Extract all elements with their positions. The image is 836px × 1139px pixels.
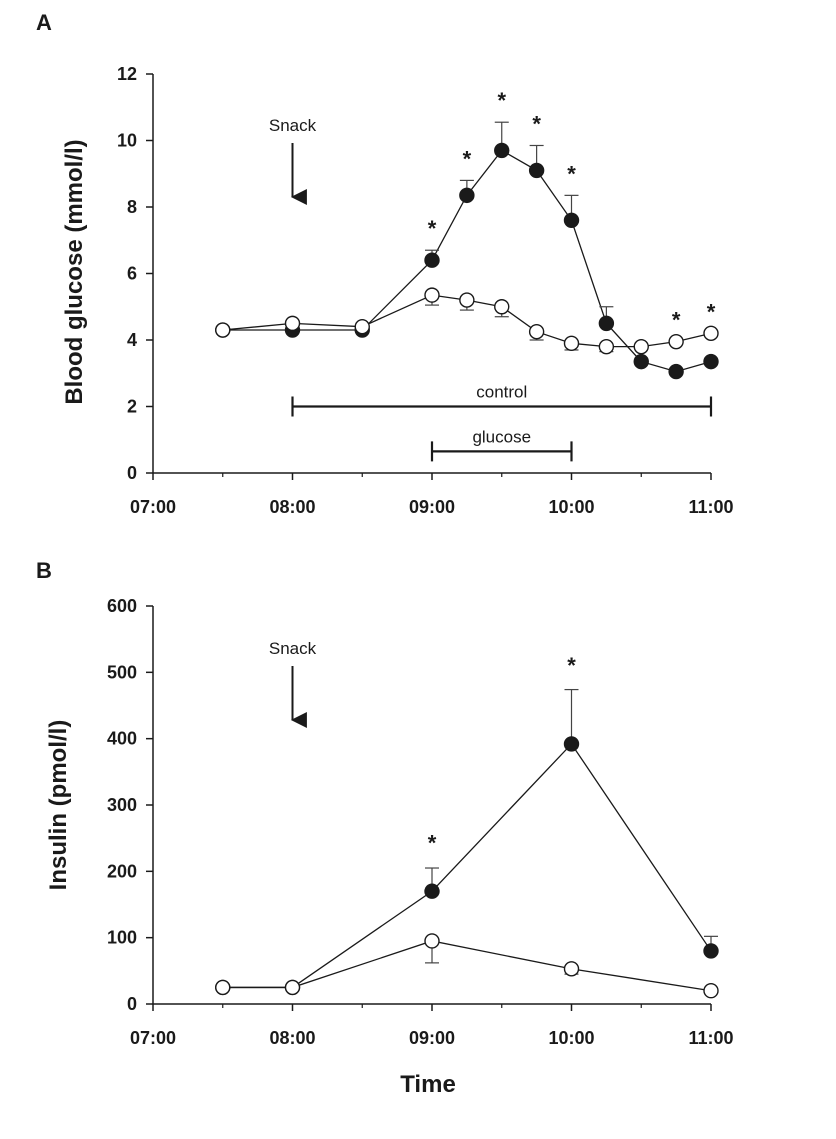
panel-b-y-tick-label: 400 xyxy=(107,729,137,749)
panel-b-series-line-filled-circle xyxy=(222,742,712,989)
panel-b-point-filled-circle xyxy=(563,736,580,752)
panel-a-series xyxy=(215,121,719,380)
panel-a-point-filled-circle xyxy=(668,363,684,380)
panel-a-y-tick-label: 4 xyxy=(127,330,137,350)
panel-b-x-tick-label: 07:00 xyxy=(130,1028,176,1048)
panel-b-point-open-circle xyxy=(563,961,580,977)
panel-b-snack-label: Snack xyxy=(269,639,317,658)
panel-a-point-open-circle xyxy=(668,333,684,350)
panel-b-significance-star: * xyxy=(428,831,437,856)
panel-b-y-tick-label: 500 xyxy=(107,662,137,682)
panel-a-point-filled-circle xyxy=(703,353,719,370)
panel-b-insulin-chart: B Insulin (pmol/l) Time 0 100 200 300 400 500… xyxy=(36,558,734,1098)
panel-b-x-tick-label: 11:00 xyxy=(688,1028,733,1048)
panel-a-x-tick-label: 07:00 xyxy=(130,497,176,517)
panel-a-significance-star: * xyxy=(672,308,681,333)
panel-a-point-open-circle xyxy=(354,319,370,335)
panel-b-point-filled-circle xyxy=(424,883,440,899)
panel-b-point-filled-circle xyxy=(703,943,719,959)
panel-a-point-open-circle xyxy=(598,338,615,355)
panel-a-point-filled-circle xyxy=(494,142,510,159)
panel-b-annotations: Snack xyxy=(269,639,317,728)
panel-b-x-tick-label: 09:00 xyxy=(409,1028,455,1048)
panel-b-x-tick-label: 10:00 xyxy=(548,1028,594,1048)
panel-b-point-open-circle xyxy=(424,933,440,949)
panel-a-point-open-circle xyxy=(494,299,510,315)
panel-a-snack-label: Snack xyxy=(269,116,317,135)
panel-b-axes: 0 100 200 300 400 500 600 07:00 08:00 09:00 10:00 1… xyxy=(107,596,734,1048)
panel-a-interval-label-glucose: glucose xyxy=(472,427,531,446)
panel-a-point-filled-circle xyxy=(459,187,475,204)
panel-a-significance-star: * xyxy=(463,146,472,171)
panel-a-axes: 0 2 4 6 8 10 12 07:00 08:00 09:00 10:00 11:00 xyxy=(117,64,734,517)
panel-b-y-tick-label: 100 xyxy=(107,928,137,948)
panel-a-y-tick-label: 6 xyxy=(127,264,137,284)
panel-b-y-tick-label: 600 xyxy=(107,596,137,616)
panel-a-significance-stars: * * * * * * * xyxy=(428,88,716,332)
panel-a-y-tick-label: 8 xyxy=(127,197,137,217)
panel-a-y-tick-label: 10 xyxy=(117,131,137,151)
panel-b-significance-star: * xyxy=(567,653,576,678)
panel-b-x-axis-title: Time xyxy=(400,1071,456,1098)
panel-b-y-tick-label: 0 xyxy=(127,994,137,1014)
panel-b-significance-stars: ** xyxy=(428,653,577,856)
panel-a-letter: A xyxy=(36,10,52,35)
panel-a-x-tick-label: 08:00 xyxy=(269,497,315,517)
panel-b-point-open-circle xyxy=(703,983,719,999)
panel-a-point-filled-circle xyxy=(563,212,580,229)
panel-a-significance-star: * xyxy=(567,161,576,186)
panel-b-y-tick-label: 200 xyxy=(107,861,137,881)
panel-a-x-tick-label: 10:00 xyxy=(548,497,594,517)
panel-a-point-filled-circle xyxy=(424,252,440,268)
panel-b-point-open-circle xyxy=(284,979,301,996)
panel-a-point-open-circle xyxy=(284,315,301,332)
panel-a-y-tick-label: 0 xyxy=(127,463,137,483)
panel-a-point-open-circle xyxy=(459,292,475,308)
panel-a-significance-star: * xyxy=(532,111,541,136)
panel-a-y-axis-title: Blood glucose (mmol/l) xyxy=(61,139,88,404)
panel-a-x-tick-label: 11:00 xyxy=(688,497,733,517)
panel-a-point-open-circle xyxy=(633,338,649,355)
panel-a-point-open-circle xyxy=(528,323,545,340)
panel-b-y-axis-title: Insulin (pmol/l) xyxy=(45,720,72,891)
panel-a-point-filled-circle xyxy=(633,353,649,370)
panel-b-point-open-circle xyxy=(215,979,231,996)
panel-a-significance-star: * xyxy=(428,216,437,241)
panel-a-y-tick-label: 2 xyxy=(127,397,137,417)
panel-a-significance-star: * xyxy=(497,88,506,113)
panel-a-point-open-circle xyxy=(703,325,719,342)
panel-a-significance-star: * xyxy=(707,299,716,324)
panel-b-letter: B xyxy=(36,558,52,583)
panel-a-x-tick-label: 09:00 xyxy=(409,497,455,517)
panel-a-y-tick-label: 12 xyxy=(117,64,137,84)
panel-a-point-filled-circle xyxy=(528,162,545,179)
panel-b-series xyxy=(215,688,719,999)
panel-a-point-open-circle xyxy=(215,322,231,338)
panel-b-x-tick-label: 08:00 xyxy=(269,1028,315,1048)
panel-a-point-filled-circle xyxy=(598,315,615,332)
panel-a-point-open-circle xyxy=(563,335,580,352)
panel-a-annotations: Snack control glucose xyxy=(269,116,713,462)
panel-a-point-open-circle xyxy=(424,287,440,303)
panel-b-y-tick-label: 300 xyxy=(107,795,137,815)
panel-a-interval-label-control: control xyxy=(476,383,527,402)
